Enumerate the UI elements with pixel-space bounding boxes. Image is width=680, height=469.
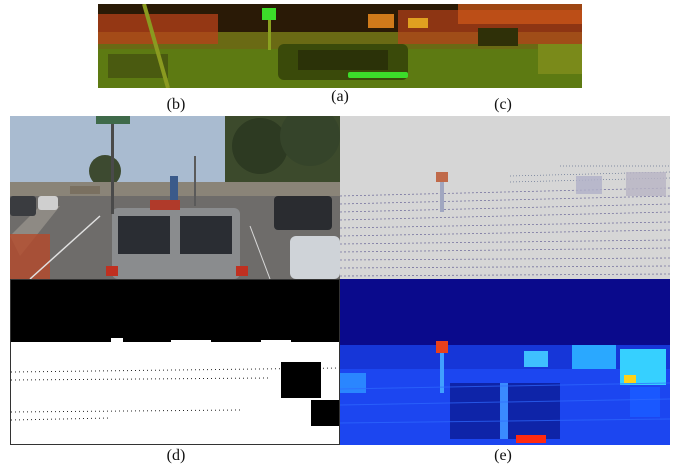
label-e: (e) bbox=[494, 447, 512, 464]
panel-a-lidar-projection bbox=[98, 4, 582, 88]
panel-e-dense-heatmap bbox=[340, 279, 670, 445]
label-d: (d) bbox=[166, 447, 186, 464]
panel-b-rgb-photo bbox=[10, 116, 340, 279]
binary-mask-image bbox=[11, 280, 339, 444]
label-c: (c) bbox=[494, 96, 512, 113]
lidar-projection-image bbox=[98, 4, 582, 88]
rgb-street-image bbox=[10, 116, 340, 279]
panel-c-sparse-depth bbox=[340, 116, 670, 279]
sparse-depth-image bbox=[340, 116, 670, 279]
label-b: (b) bbox=[166, 96, 186, 113]
panel-d-binary-mask bbox=[10, 279, 340, 445]
label-a: (a) bbox=[331, 88, 349, 105]
dense-heatmap-image bbox=[340, 279, 670, 445]
